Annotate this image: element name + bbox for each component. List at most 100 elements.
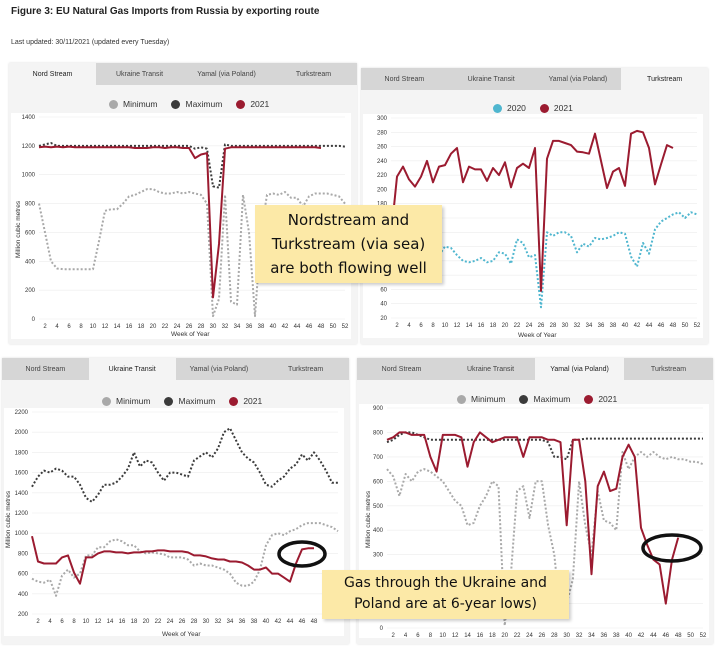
x-tick-label: 26 — [538, 323, 545, 329]
x-tick-label: 16 — [477, 633, 484, 638]
tab-nord-stream[interactable]: Nord Stream — [357, 358, 446, 380]
x-tick-label: 52 — [694, 323, 701, 329]
tab-nord-stream[interactable]: Nord Stream — [9, 63, 96, 85]
y-tick-label: 180 — [377, 202, 388, 208]
tab-turkstream[interactable]: Turkstream — [624, 358, 713, 380]
plot-area: 200 400 600 800 1000 1200 1400 1600 1800 2000 2200… — [4, 408, 344, 636]
legend-maximum-label: Maximum — [185, 99, 223, 109]
legend-2021[interactable]: 2021 — [584, 394, 617, 404]
tab-turkstream[interactable]: Turkstream — [262, 358, 349, 380]
series-line-2021[interactable] — [390, 129, 674, 292]
x-tick-label: 8 — [72, 619, 76, 625]
y-tick-label: 1400 — [22, 115, 36, 121]
y-tick-label: 700 — [373, 455, 384, 461]
series-2021-dot-icon — [229, 396, 239, 406]
legend-2021[interactable]: 2021 — [539, 103, 573, 113]
series-2021-dot-icon — [236, 99, 246, 109]
tab-nord-stream[interactable]: Nord Stream — [2, 358, 89, 380]
x-tick-label: 34 — [234, 324, 241, 330]
maximum-dot-icon — [519, 394, 529, 404]
x-tick-label: 12 — [452, 633, 459, 638]
tab-yamal[interactable]: Yamal (via Poland) — [535, 358, 624, 380]
tab-nord-stream[interactable]: Nord Stream — [361, 68, 448, 90]
legend-2021-label: 2021 — [598, 394, 618, 404]
series-line-2021[interactable] — [31, 535, 314, 585]
series-line-2021[interactable] — [386, 431, 680, 605]
y-axis-label: Million cubic metres — [15, 200, 22, 258]
x-tick-label: 44 — [287, 619, 294, 625]
series-line-maximum[interactable] — [38, 142, 346, 189]
chart-legend: 2020 2021 — [493, 103, 573, 113]
series-line-maximum[interactable] — [31, 427, 338, 503]
legend-minimum[interactable]: Minimum — [109, 99, 157, 109]
series-2020-dot-icon — [493, 103, 502, 113]
series-2021-dot-icon — [584, 394, 594, 404]
yamal-chart: 0100200300400500600700800900246810121416… — [373, 406, 707, 639]
tab-yamal[interactable]: Yamal (via Poland) — [183, 63, 270, 85]
tab-turkstream[interactable]: Turkstream — [270, 63, 357, 85]
y-tick-label: 1200 — [15, 511, 29, 517]
legend-2021-label: 2021 — [553, 103, 573, 113]
tab-ukraine-transit[interactable]: Ukraine Transit — [96, 63, 183, 85]
ukraine-transit-panel: Nord Stream Ukraine Transit Yamal (via P… — [2, 358, 349, 644]
x-tick-label: 24 — [526, 323, 533, 329]
legend-minimum[interactable]: Minimum — [457, 394, 505, 404]
x-tick-label: 26 — [539, 633, 546, 638]
legend-maximum-label: Maximum — [533, 394, 571, 404]
y-tick-label: 1400 — [15, 491, 29, 497]
legend-2020[interactable]: 2020 — [493, 103, 526, 113]
series-line-maximum[interactable] — [386, 431, 703, 461]
tab-yamal[interactable]: Yamal (via Poland) — [175, 358, 263, 380]
x-tick-label: 14 — [114, 324, 121, 330]
legend-minimum[interactable]: Minimum — [102, 396, 150, 406]
tab-ukraine-transit[interactable]: Ukraine Transit — [447, 68, 535, 90]
x-tick-label: 40 — [625, 633, 632, 638]
x-tick-label: 48 — [311, 619, 318, 625]
legend-2021[interactable]: 2021 — [236, 99, 269, 109]
x-tick-label: 22 — [514, 323, 521, 329]
series-line-minimum[interactable] — [386, 451, 704, 627]
x-tick-label: 6 — [60, 619, 64, 625]
maximum-dot-icon — [171, 99, 181, 109]
y-tick-label: 900 — [373, 406, 384, 412]
x-tick-label: 34 — [227, 619, 234, 625]
legend-maximum[interactable]: Maximum — [164, 396, 215, 406]
tab-yamal[interactable]: Yamal (via Poland) — [534, 68, 622, 90]
x-tick-label: 4 — [48, 619, 52, 625]
y-tick-label: 800 — [18, 551, 29, 557]
y-tick-label: 60 — [380, 287, 387, 293]
x-tick-label: 46 — [299, 619, 306, 625]
y-tick-label: 600 — [18, 572, 29, 578]
x-tick-label: 38 — [251, 619, 258, 625]
y-tick-label: 600 — [25, 230, 36, 236]
x-tick-label: 34 — [588, 633, 595, 638]
series-line-minimum[interactable] — [31, 522, 339, 597]
legend-maximum[interactable]: Maximum — [171, 99, 222, 109]
note-top-line: are both flowing well — [270, 259, 427, 277]
tab-ukraine-transit[interactable]: Ukraine Transit — [88, 358, 176, 380]
legend-minimum-label: Minimum — [123, 99, 158, 109]
series-line-minimum[interactable] — [38, 188, 346, 318]
x-tick-label: 42 — [282, 324, 289, 330]
series-line-2020[interactable] — [390, 211, 698, 309]
x-tick-label: 12 — [454, 323, 461, 329]
tab-turkstream[interactable]: Turkstream — [621, 68, 708, 90]
y-tick-label: 200 — [377, 187, 388, 193]
chart-legend: Minimum Maximum 2021 — [457, 394, 617, 404]
route-tabs: Nord Stream Ukraine Transit Yamal (via P… — [357, 358, 713, 380]
tab-ukraine-transit[interactable]: Ukraine Transit — [446, 358, 535, 380]
x-tick-label: 2 — [395, 323, 399, 329]
note-top: Nordstream and Turkstream (via sea) are … — [255, 205, 442, 283]
x-tick-label: 36 — [246, 324, 253, 330]
legend-2020-label: 2020 — [507, 103, 526, 113]
x-tick-label: 50 — [330, 324, 337, 330]
legend-maximum[interactable]: Maximum — [519, 394, 570, 404]
x-tick-label: 6 — [419, 323, 423, 329]
x-tick-label: 38 — [613, 633, 620, 638]
series-line-2021[interactable] — [38, 145, 322, 299]
x-tick-label: 46 — [306, 324, 313, 330]
y-tick-label: 40 — [380, 302, 387, 308]
legend-2021[interactable]: 2021 — [229, 396, 262, 406]
